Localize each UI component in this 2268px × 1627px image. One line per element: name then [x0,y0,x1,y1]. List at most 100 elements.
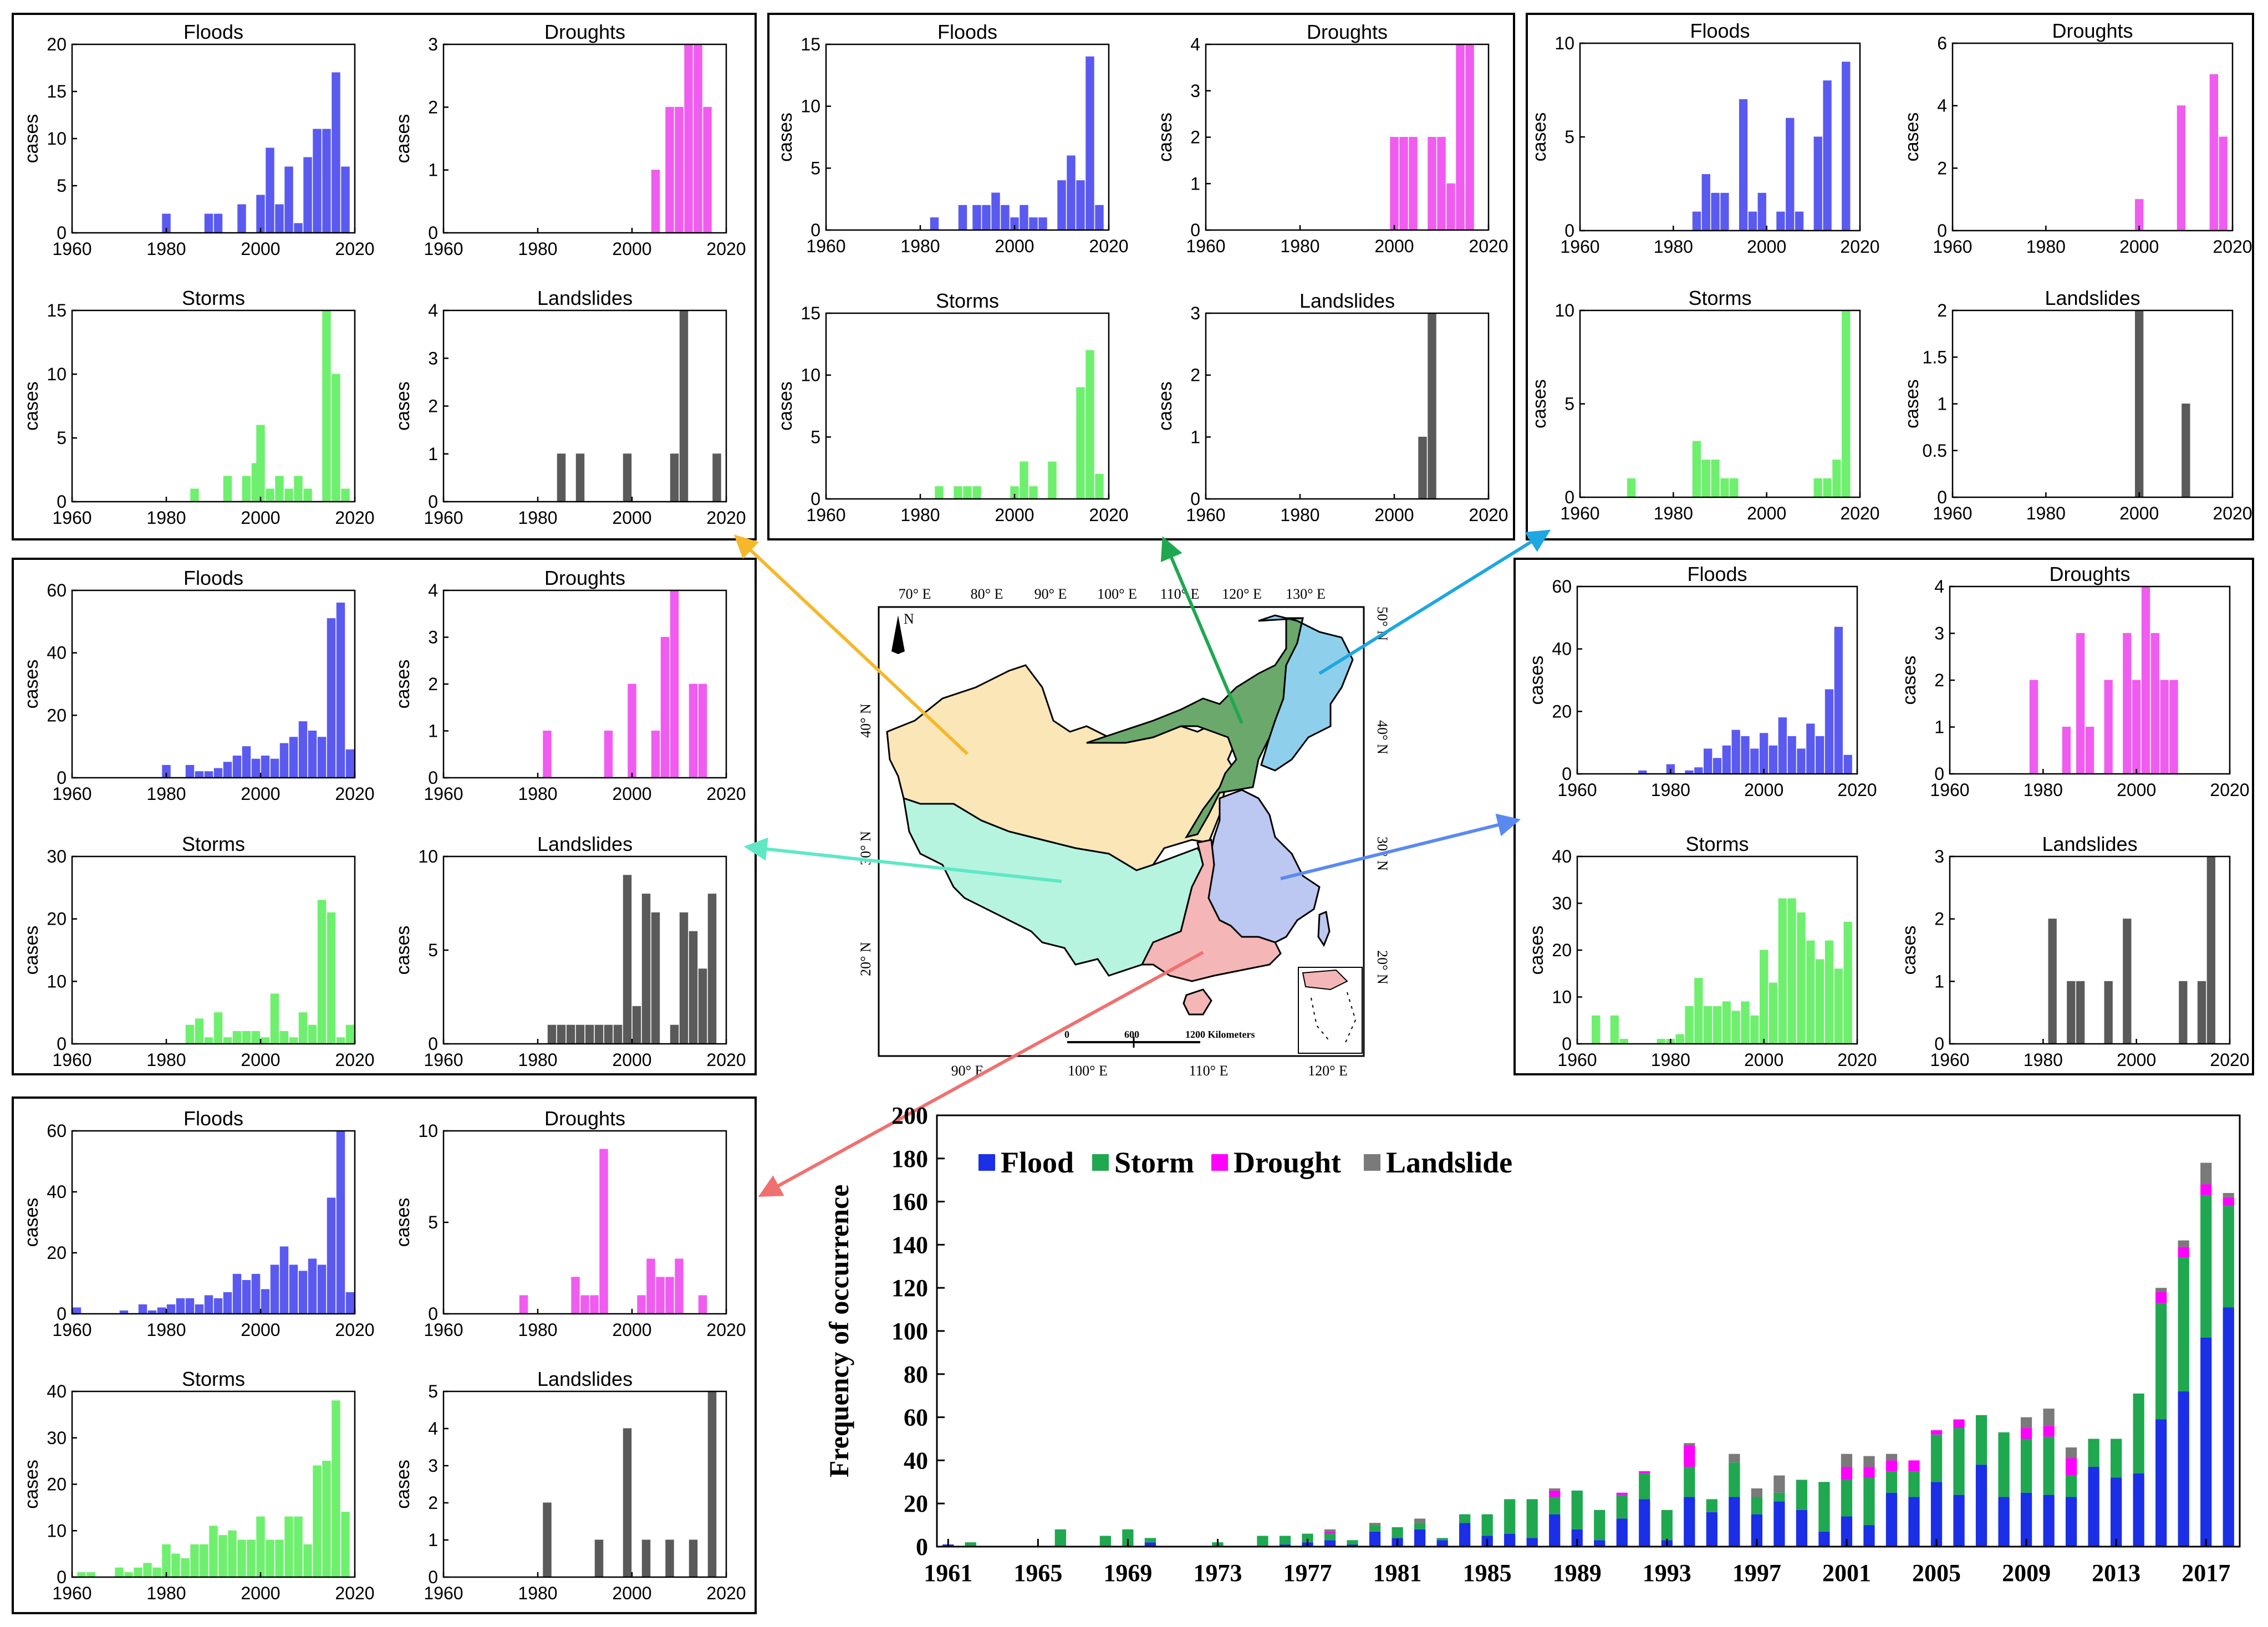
arrow-southwest [743,837,1062,883]
x-tick-label: 2000 [241,784,280,804]
bar [213,1012,223,1044]
bar [204,1295,213,1314]
bar [157,1307,166,1314]
main-y-tick-label: 180 [891,1145,928,1172]
stacked-bar-landslide [1729,1453,1740,1463]
x-tick-label: 1980 [2026,237,2066,257]
stacked-bar-flood [1863,1525,1875,1547]
bar [698,968,707,1044]
subplot-southwest-landslide: 0 5 10 1960 1980 2000 2020 Landslides cases [393,833,746,1070]
y-tick-label: 0 [1190,489,1200,509]
stacked-bar-drought [2223,1197,2234,1206]
y-tick-label: 10 [47,1521,67,1541]
y-tick-label: 0 [1562,764,1572,784]
bar [1797,748,1806,774]
bar [213,213,223,233]
subplot-title: Floods [1690,19,1750,42]
panel-frame-north [767,13,1515,540]
legend-swatch-flood [978,1154,995,1171]
bar [656,1277,665,1314]
bar [1610,1015,1619,1044]
lon-top-label: 100° E [1097,586,1137,602]
axes-box [442,1130,727,1315]
x-tick-label: 2000 [612,508,651,528]
y-tick-label: 10 [801,96,820,116]
y-tick-label: 0 [428,492,438,512]
y-tick-label: 0 [811,489,820,509]
stacked-bar-landslide [2043,1409,2055,1426]
y-tick-label: 40 [47,1381,67,1401]
bar [181,1558,190,1578]
bar [327,618,336,778]
y-tick-label: 3 [428,348,438,368]
y-axis-label: cases [1155,381,1176,431]
bar [1823,80,1832,231]
y-tick-label: 0.5 [1923,441,1947,461]
bar [594,1024,604,1044]
stacked-bar-storm [1279,1536,1291,1545]
stacked-bar-storm [1436,1538,1448,1541]
bar [712,453,721,502]
bar [646,1258,655,1314]
x-tick-label: 1980 [2026,503,2066,523]
bar [930,217,939,231]
stacked-bar-flood [1594,1540,1606,1547]
subplot-title: Droughts [544,1107,625,1130]
bar [670,1024,679,1044]
y-tick-label: 4 [1190,34,1200,54]
legend-swatch-drought [1211,1154,1228,1171]
bar [185,1298,195,1314]
x-tick-label: 1960 [806,236,845,256]
subplot-northeast-storm: 0 5 10 1960 1980 2000 2020 Storms cases [1529,287,1880,523]
x-tick-label: 1980 [146,1050,186,1070]
bar [294,223,303,233]
bar [251,1031,261,1044]
bar [580,1295,589,1314]
x-tick-label: 1960 [1933,237,1972,257]
subplot-title: Storms [936,289,999,312]
main-y-tick-label: 120 [891,1274,928,1302]
subplot-south-landslide: 0 1 2 3 4 5 1960 1980 2000 2020 Landslides cases [393,1368,746,1603]
y-tick-label: 4 [428,1419,438,1439]
x-tick-label: 2000 [1747,503,1786,523]
legend-label-drought: Drought [1234,1146,1341,1179]
stacked-bar-storm [1953,1428,1965,1495]
subplot-title: Droughts [2049,563,2130,585]
main-y-tick-label: 60 [904,1404,928,1431]
y-tick-label: 1 [428,1530,438,1550]
bar [641,894,651,1044]
y-tick-label: 15 [801,34,820,54]
bar [2029,680,2038,774]
bar [1739,99,1748,231]
bar [651,731,660,778]
bar [689,931,698,1044]
y-tick-label: 2 [1934,670,1944,690]
y-axis-label: cases [1899,656,1920,705]
stacked-bar-storm [1841,1480,1853,1517]
stacked-bar-flood [1571,1529,1583,1547]
x-tick-label: 1960 [424,239,463,259]
subplot-south-storm: 0 10 20 30 40 1960 1980 2000 2020 Storms cases [21,1368,375,1603]
bar [332,374,340,502]
subplot-south-drought: 0 5 10 1960 1980 2000 2020 Droughts cases [393,1107,746,1340]
bar [707,894,717,1044]
y-tick-label: 5 [1564,394,1574,414]
stacked-bar-storm [1930,1434,1943,1482]
bar [242,1031,251,1044]
axes-box [1949,855,2231,1045]
x-tick-label: 1960 [1560,503,1599,523]
bar [256,1516,265,1578]
bar [694,44,702,233]
bar [336,1037,345,1044]
bar [1418,436,1427,499]
axes-box [1205,43,1490,231]
y-tick-label: 40 [1552,639,1572,659]
bar [266,488,274,502]
legend-label-flood: Flood [1001,1146,1074,1179]
y-tick-label: 40 [47,643,67,663]
axes-box [1951,309,2234,498]
x-tick-label: 2000 [1374,505,1414,525]
stacked-bar-storm [1144,1538,1156,1543]
bar [345,1292,355,1314]
